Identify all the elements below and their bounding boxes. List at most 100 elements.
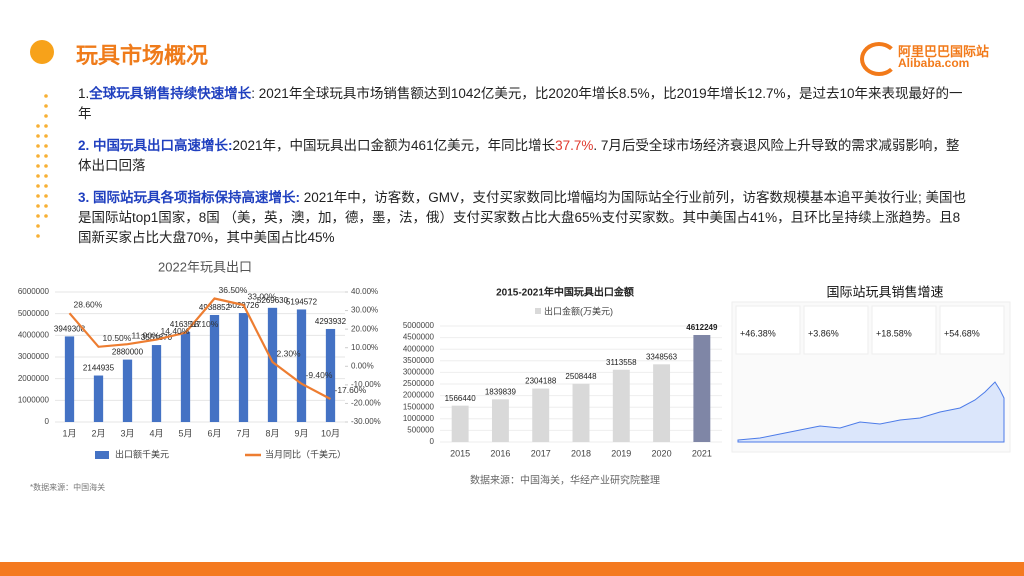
data-label: -9.40% <box>306 370 333 380</box>
legend-swatch <box>95 451 109 459</box>
x-tick-label: 7月 <box>236 428 250 438</box>
heading: 全球玩具销售持续快速增长 <box>89 86 252 101</box>
data-label: 2880000 <box>112 348 144 357</box>
x-tick-label: 2018 <box>571 448 591 458</box>
y2-tick-label: -20.00% <box>351 399 381 408</box>
legend-label: 出口额千美元 <box>115 448 169 459</box>
y-tick-label: 4000000 <box>18 330 50 339</box>
metric-value: +3.86% <box>808 328 839 338</box>
y-tick-label: 3500000 <box>403 356 435 365</box>
bar <box>653 364 671 442</box>
bar <box>491 399 509 442</box>
x-tick-label: 2021 <box>692 448 712 458</box>
data-label: 4612249 <box>686 323 718 332</box>
data-label: 2508448 <box>565 372 597 381</box>
y-tick-label: 4500000 <box>403 333 435 342</box>
y2-tick-label: 0.00% <box>351 361 374 370</box>
body: 2021年，中国玩具出口金额为461亿美元，年同比增长 <box>232 138 556 153</box>
data-label: 18.10% <box>190 319 219 329</box>
page-title: 玩具市场概况 <box>76 43 209 68</box>
data-label: 2.30% <box>277 348 302 358</box>
chart-title: 2022年玩具出口 <box>158 259 252 274</box>
y-tick-label: 3000000 <box>18 352 50 361</box>
y-tick-label: 3000000 <box>403 368 435 377</box>
num: 1. <box>78 86 90 101</box>
dot-pattern <box>36 94 48 238</box>
bar <box>180 331 191 422</box>
data-label: 36.50% <box>219 285 248 295</box>
footer-bar <box>0 562 1024 576</box>
data-label: 1566440 <box>445 394 477 403</box>
x-tick-label: 2017 <box>531 448 551 458</box>
bar <box>572 383 590 442</box>
y-tick-label: 500000 <box>407 426 434 435</box>
line <box>68 297 332 400</box>
bar <box>151 345 162 422</box>
data-label: 28.60% <box>74 299 103 309</box>
x-tick-label: 5月 <box>178 428 192 438</box>
x-tick-label: 2月 <box>91 428 105 438</box>
data-label: 5269630 <box>257 296 289 305</box>
bar <box>325 328 336 422</box>
y2-tick-label: -10.00% <box>351 380 381 389</box>
legend-label: 当月同比（千美元） <box>265 448 346 459</box>
logo-en: Alibaba.com <box>898 56 970 70</box>
y2-tick-label: -30.00% <box>351 417 381 426</box>
metric-value: +46.38% <box>740 328 776 338</box>
bar <box>693 334 711 442</box>
y2-tick-label: 20.00% <box>351 324 378 333</box>
data-label: 33.00% <box>248 291 277 301</box>
data-label: 2144935 <box>83 364 115 373</box>
bar <box>238 313 249 422</box>
x-tick-label: 1月 <box>62 428 76 438</box>
data-label: 3949308 <box>54 325 86 334</box>
x-tick-label: 9月 <box>294 428 308 438</box>
metric-value: +54.68% <box>944 328 980 338</box>
metric-card <box>939 305 1005 355</box>
y-tick-label: 4000000 <box>403 344 435 353</box>
data-label: 3551870 <box>141 333 173 342</box>
x-tick-label: 2020 <box>652 448 672 458</box>
bar <box>64 336 75 422</box>
data-label: 3113558 <box>606 358 637 367</box>
chart-title: 2015-2021年中国玩具出口金额 <box>496 286 634 299</box>
bar <box>612 369 630 442</box>
y-tick-label: 0 <box>430 437 435 446</box>
data-label: 3348563 <box>646 352 678 361</box>
y-tick-label: 6000000 <box>18 287 50 296</box>
data-label: 5194572 <box>286 298 318 307</box>
bar <box>93 375 104 422</box>
y-tick-label: 5000000 <box>18 309 50 318</box>
logo-mark <box>860 42 898 76</box>
data-label: 1839839 <box>485 387 517 396</box>
colon: : <box>251 86 256 101</box>
data-label: 11.90% <box>132 330 161 340</box>
y-tick-label: 1500000 <box>403 402 435 411</box>
dashboard-trend <box>737 381 1005 443</box>
paragraph: 1.全球玩具销售持续快速增长: 2021年全球玩具市场销售额达到1042亿美元，… <box>78 84 968 124</box>
metric-card <box>735 305 801 355</box>
metric-value: +18.58% <box>876 328 912 338</box>
body: 2021年全球玩具市场销售额达到1042亿美元，比2020年增长8.5%，比20… <box>78 86 963 121</box>
bar <box>296 309 307 422</box>
x-tick-label: 3月 <box>120 428 134 438</box>
y2-tick-label: 10.00% <box>351 343 378 352</box>
metric-card <box>803 305 869 355</box>
x-tick-label: 6月 <box>207 428 221 438</box>
data-label: 2304188 <box>525 377 557 386</box>
x-tick-label: 2015 <box>450 448 470 458</box>
paragraph: 2. 中国玩具出口高速增长:2021年，中国玩具出口金额为461亿美元，年同比增… <box>78 136 968 176</box>
data-label: -17.60% <box>335 385 367 395</box>
x-tick-label: 8月 <box>265 428 279 438</box>
body: 2021年中，访客数，GMV，支付买家数同比增幅均为国际站全行业前列，访客数规模… <box>78 190 967 245</box>
legend-label: 出口金额(万美元) <box>544 305 613 316</box>
data-label: 10.50% <box>103 333 132 343</box>
y-tick-label: 5000000 <box>403 321 435 330</box>
bar <box>209 314 220 422</box>
source-note: 数据来源：中国海关，华经产业研究院整理 <box>470 474 660 487</box>
highlight: 37.7% <box>555 138 594 153</box>
x-tick-label: 4月 <box>149 428 163 438</box>
y2-tick-label: 40.00% <box>351 287 378 296</box>
